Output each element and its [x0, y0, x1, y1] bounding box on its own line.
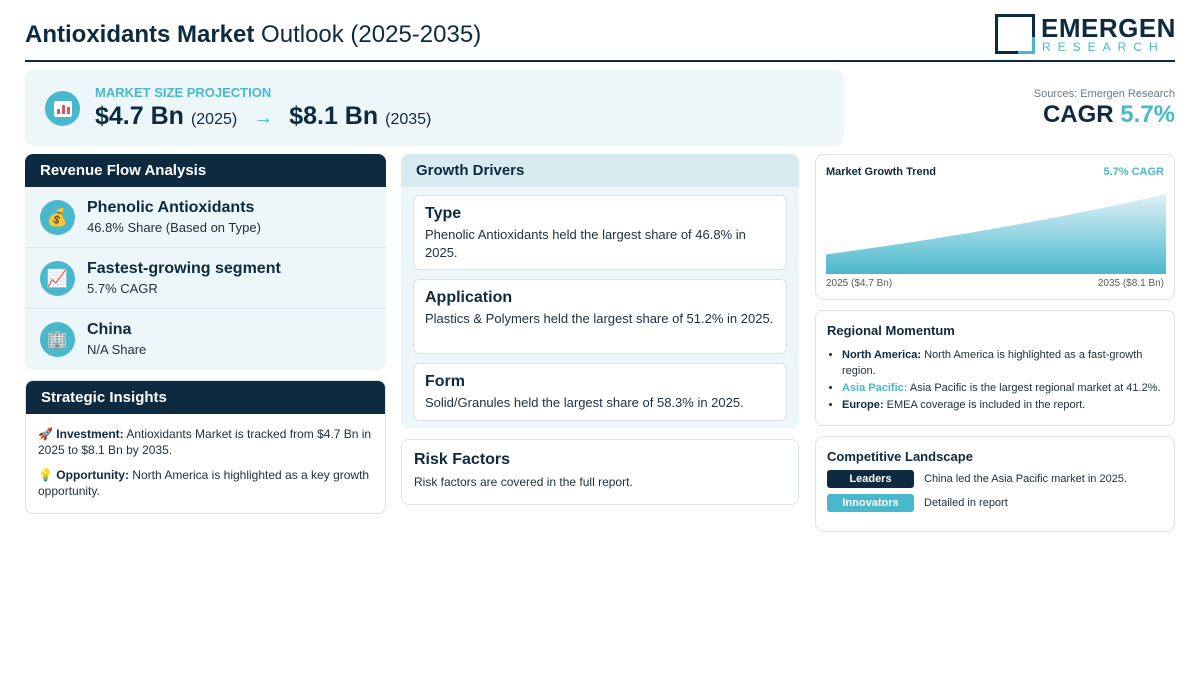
driver-type: Type Phenolic Antioxidants held the larg…	[413, 195, 787, 270]
projection-values: $4.7 Bn (2025) → $8.1 Bn (2035)	[95, 102, 431, 131]
middle-column: Growth Drivers Type Phenolic Antioxidant…	[401, 154, 799, 429]
strategic-insights-card: Strategic Insights 🚀 Investment: Antioxi…	[25, 380, 386, 514]
driver-title: Form	[425, 373, 465, 390]
cagr-value: CAGR 5.7%	[1034, 101, 1175, 129]
revenue-item-title: Fastest-growing segment	[87, 260, 281, 277]
cagr-number: 5.7%	[1120, 101, 1175, 128]
trend-start-label: 2025 ($4.7 Bn)	[826, 278, 893, 289]
cagr-label: CAGR	[1042, 101, 1114, 128]
trend-area-chart	[826, 194, 1166, 274]
logo-subtitle: RESEARCH	[1042, 40, 1165, 54]
trend-cagr: 5.7% CAGR	[1103, 166, 1164, 178]
region-item: North America: North America is highligh…	[842, 347, 1163, 379]
region-item: Asia Pacific: Asia Pacific is the larges…	[842, 380, 1163, 396]
bar-chart-icon	[45, 91, 80, 126]
region-text: EMEA coverage is included in the report.	[886, 399, 1086, 411]
regional-momentum-title: Regional Momentum	[827, 323, 955, 338]
competitive-text: China led the Asia Pacific market in 202…	[924, 473, 1128, 485]
left-column: Revenue Flow Analysis 💰 Phenolic Antioxi…	[25, 154, 386, 370]
trend-end-label: 2035 ($8.1 Bn)	[1097, 278, 1164, 289]
revenue-item-title: China	[87, 321, 132, 338]
driver-text: Solid/Granules held the largest share of…	[425, 395, 744, 410]
region-label: Europe:	[842, 399, 884, 411]
regional-momentum-card: Regional Momentum North America: North A…	[815, 310, 1175, 426]
insight-text: North America is highlighted as a key gr…	[38, 468, 370, 498]
driver-text: Plastics & Polymers held the largest sha…	[425, 311, 774, 326]
title-rest: Outlook (2025-2035)	[261, 21, 482, 48]
end-value: $8.1 Bn	[289, 102, 379, 130]
region-text: North America is highlighted as a fast-g…	[842, 349, 1143, 377]
revenue-item-sub: 46.8% Share (Based on Type)	[87, 220, 261, 235]
revenue-item-sub: 5.7% CAGR	[87, 281, 158, 296]
region-text: Asia Pacific is the largest regional mar…	[909, 382, 1161, 394]
insight-opportunity: 💡 Opportunity: North America is highligh…	[26, 467, 385, 499]
sources-text: Sources: Emergen Research	[1033, 88, 1175, 100]
projection-label: MARKET SIZE PROJECTION	[95, 85, 272, 100]
innovators-badge: Innovators	[827, 494, 914, 512]
title-bold: Antioxidants Market	[25, 21, 255, 48]
region-label: North America:	[842, 349, 922, 361]
competitive-text: Detailed in report	[924, 497, 1008, 509]
regional-list: North America: North America is highligh…	[827, 347, 1163, 413]
logo-mark-icon	[995, 14, 1035, 54]
strategic-insights-title: Strategic Insights	[26, 381, 385, 414]
leaders-badge: Leaders	[827, 470, 914, 488]
money-bag-icon: 💰	[40, 200, 75, 235]
revenue-item: 📈 Fastest-growing segment 5.7% CAGR	[25, 248, 386, 309]
end-year: (2035)	[385, 111, 432, 128]
revenue-item-sub: N/A Share	[87, 342, 147, 357]
trend-area	[826, 194, 1166, 274]
start-year: (2025)	[190, 111, 238, 128]
competitive-landscape-title: Competitive Landscape	[827, 449, 973, 464]
insight-label: Opportunity:	[56, 468, 129, 482]
arrow-right-icon: →	[253, 107, 274, 129]
rocket-icon: 🚀	[38, 427, 53, 441]
logo-name: EMERGEN	[1041, 13, 1176, 43]
insight-investment: 🚀 Investment: Antioxidants Market is tra…	[26, 426, 385, 458]
risk-factors-title: Risk Factors	[414, 451, 511, 468]
page-header: Antioxidants Market Outlook (2025-2035) …	[25, 14, 1175, 62]
risk-factors-card: Risk Factors Risk factors are covered in…	[401, 439, 799, 505]
trending-chart-icon: 📈	[40, 261, 75, 296]
competitive-row: Leaders China led the Asia Pacific marke…	[827, 470, 1163, 488]
market-growth-trend-card: Market Growth Trend 5.7% CAGR 2025 ($4.7…	[815, 154, 1175, 300]
building-icon: 🏢	[40, 322, 75, 357]
region-label: Asia Pacific:	[842, 382, 908, 394]
driver-title: Application	[425, 289, 513, 306]
revenue-item: 🏢 China N/A Share	[25, 309, 386, 370]
emergen-logo[interactable]: EMERGEN RESEARCH	[995, 14, 1175, 56]
insight-text: Antioxidants Market is tracked from $4.7…	[38, 427, 372, 457]
competitive-landscape-card: Competitive Landscape Leaders China led …	[815, 436, 1175, 532]
risk-factors-text: Risk factors are covered in the full rep…	[414, 475, 633, 489]
region-item: Europe: EMEA coverage is included in the…	[842, 397, 1163, 413]
driver-form: Form Solid/Granules held the largest sha…	[413, 363, 787, 421]
lightbulb-icon: 💡	[38, 468, 53, 482]
trend-title: Market Growth Trend	[826, 166, 937, 178]
revenue-item: 💰 Phenolic Antioxidants 46.8% Share (Bas…	[25, 187, 386, 248]
competitive-row: Innovators Detailed in report	[827, 494, 1163, 512]
start-value: $4.7 Bn	[95, 102, 184, 130]
growth-drivers-title: Growth Drivers	[401, 154, 799, 187]
cagr-block: Sources: Emergen Research CAGR 5.7%	[1034, 88, 1175, 129]
revenue-flow-card: Revenue Flow Analysis 💰 Phenolic Antioxi…	[25, 154, 386, 370]
driver-application: Application Plastics & Polymers held the…	[413, 279, 787, 354]
market-size-projection: MARKET SIZE PROJECTION $4.7 Bn (2025) → …	[25, 70, 844, 146]
revenue-item-title: Phenolic Antioxidants	[87, 199, 255, 216]
driver-title: Type	[425, 205, 462, 222]
page-title: Antioxidants Market Outlook (2025-2035)	[25, 21, 481, 49]
revenue-flow-title: Revenue Flow Analysis	[25, 154, 386, 187]
driver-text: Phenolic Antioxidants held the largest s…	[425, 227, 746, 260]
insight-label: Investment:	[56, 427, 124, 441]
growth-drivers-card: Growth Drivers Type Phenolic Antioxidant…	[401, 154, 799, 429]
